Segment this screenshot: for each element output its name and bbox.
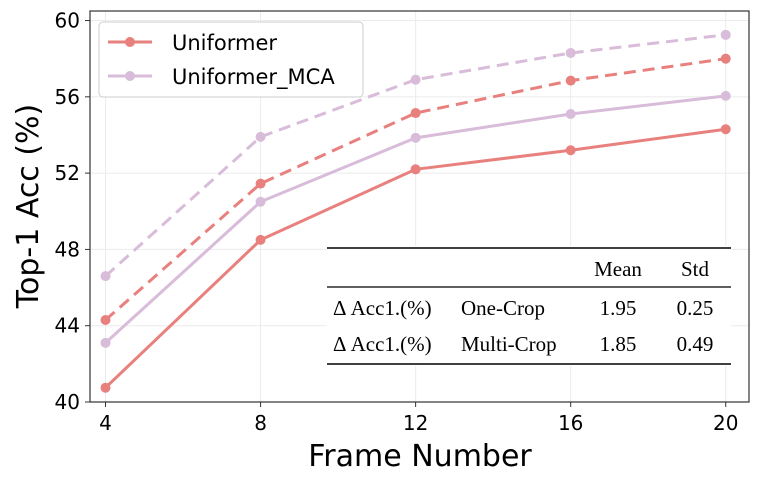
table-row2-metric: Δ Acc1.(%) [333,332,432,356]
data-point [100,314,111,325]
data-point [720,53,731,64]
y-tick-label: 40 [55,390,80,414]
y-tick-label: 60 [55,9,80,33]
legend: Uniformer Uniformer_MCA [98,21,364,98]
table-header-std: Std [681,257,710,281]
data-point [410,164,421,175]
plot-frame [89,10,750,403]
x-tick-label: 8 [254,411,267,435]
data-point [255,196,266,207]
x-axis-title: Frame Number [308,439,532,474]
data-point [720,124,731,135]
y-tick-label: 44 [55,314,80,338]
data-point [410,74,421,85]
series-0 [100,124,731,393]
data-point [100,382,111,393]
legend-marker-uniformer [125,37,135,47]
data-point [100,337,111,348]
series-3 [100,29,731,282]
data-point [565,75,576,86]
series-2 [100,90,731,348]
data-point [720,29,731,40]
legend-label-uniformer: Uniformer [172,31,277,55]
x-tick-label: 12 [403,411,428,435]
data-point [565,108,576,119]
data-point [255,131,266,142]
table-row2-std: 0.49 [677,332,714,356]
y-tick-label: 48 [55,237,80,261]
series-group [100,29,731,393]
data-point [565,145,576,156]
x-tick-label: 16 [558,411,583,435]
data-point [100,271,111,282]
legend-box [98,21,364,98]
data-point [255,234,266,245]
table-header-mean: Mean [594,257,642,281]
y-tick-label: 56 [55,85,80,109]
data-point [410,132,421,143]
data-point [255,178,266,189]
legend-label-uniformer-mca: Uniformer_MCA [172,65,335,90]
table-row1-metric: Δ Acc1.(%) [333,296,432,320]
table-background [327,246,731,366]
series-line [104,33,726,278]
legend-marker-uniformer-mca [125,71,135,81]
series-1 [100,53,731,325]
inset-table: Mean Std Δ Acc1.(%) One-Crop 1.95 0.25 Δ… [327,246,731,366]
data-point [565,47,576,58]
y-axis-title: Top-1 Acc (%) [11,104,46,310]
table-row2-mean: 1.85 [600,332,637,356]
data-point [410,108,421,119]
data-point [720,90,731,101]
table-row1-mean: 1.95 [600,296,637,320]
x-tick-label: 4 [99,411,112,435]
x-tick-label: 20 [713,411,738,435]
table-row2-setting: Multi-Crop [461,332,557,356]
series-line [104,57,726,322]
y-tick-label: 52 [55,161,80,185]
table-row1-std: 0.25 [677,296,714,320]
table-row1-setting: One-Crop [461,296,545,320]
